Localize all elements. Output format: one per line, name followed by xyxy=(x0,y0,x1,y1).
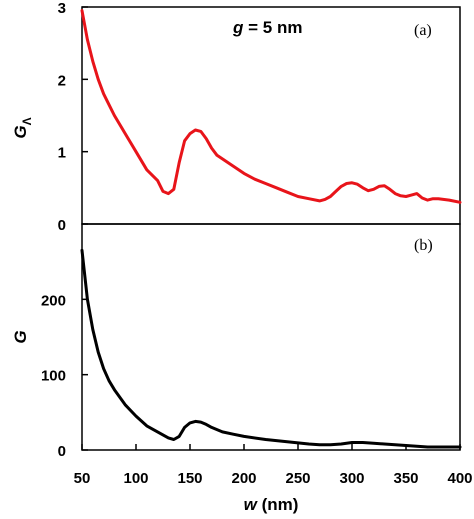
panel-b-ticks xyxy=(81,298,461,451)
y-tick-label: 200 xyxy=(41,292,66,309)
xlabel-text: (nm) xyxy=(257,495,299,514)
panel-a: 0 1 2 3 (a) g = 5 nm GΛ xyxy=(11,0,462,234)
xlabel-var: w xyxy=(244,495,259,514)
panel-b-tag: (b) xyxy=(414,237,433,254)
x-tick-label: 150 xyxy=(177,470,202,487)
x-tick-label: 350 xyxy=(393,470,418,487)
panel-a-ylabel: GΛ xyxy=(11,117,34,138)
y-tick-label: 0 xyxy=(58,217,66,234)
x-tick-label: 300 xyxy=(339,470,364,487)
x-tick-label: 50 xyxy=(74,470,91,487)
panel-b-y-tick-labels: 0 100 200 xyxy=(41,292,66,460)
y-tick-label: 3 xyxy=(58,0,66,17)
y-tick-label: 0 xyxy=(58,443,66,460)
x-tick-label: 250 xyxy=(285,470,310,487)
x-tick-label: 100 xyxy=(123,470,148,487)
panel-a-series-line xyxy=(80,9,462,204)
panel-b: 0 100 200 50 100 150 200 250 300 350 400 (b) G w … xyxy=(11,223,473,514)
panel-a-y-tick-labels: 0 1 2 3 xyxy=(58,0,66,234)
panel-b-series-line xyxy=(80,248,462,449)
panel-b-xlabel: w (nm) xyxy=(244,495,299,514)
ylabel-sub: Λ xyxy=(20,117,34,125)
y-tick-label: 1 xyxy=(58,145,66,162)
panel-b-x-tick-labels: 50 100 150 200 250 300 350 400 xyxy=(74,470,473,487)
y-tick-label: 100 xyxy=(41,368,66,385)
annotation-text: = 5 nm xyxy=(243,18,302,37)
panel-b-ylabel: G xyxy=(11,330,30,343)
y-tick-label: 2 xyxy=(58,72,66,89)
panel-a-frame xyxy=(81,6,461,225)
panel-a-annotation: g = 5 nm xyxy=(232,18,302,37)
ylabel-main: G xyxy=(11,125,30,138)
panel-b-frame xyxy=(81,223,461,451)
x-tick-label: 200 xyxy=(231,470,256,487)
x-tick-label: 400 xyxy=(447,470,472,487)
annotation-var: g xyxy=(232,18,244,37)
panel-a-tag: (a) xyxy=(414,22,432,39)
